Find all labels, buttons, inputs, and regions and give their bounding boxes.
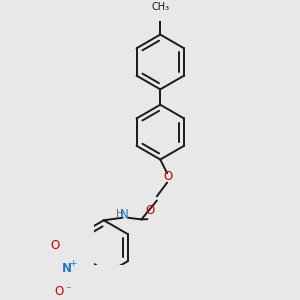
Text: O: O	[145, 204, 154, 217]
Text: N: N	[61, 262, 71, 275]
Text: ⁻: ⁻	[65, 285, 71, 295]
Text: O: O	[54, 285, 63, 298]
Text: +: +	[69, 259, 76, 268]
Text: CH₃: CH₃	[151, 2, 169, 12]
Text: O: O	[51, 239, 60, 252]
Text: H: H	[116, 209, 124, 219]
Text: O: O	[163, 170, 172, 183]
Text: N: N	[120, 208, 129, 221]
